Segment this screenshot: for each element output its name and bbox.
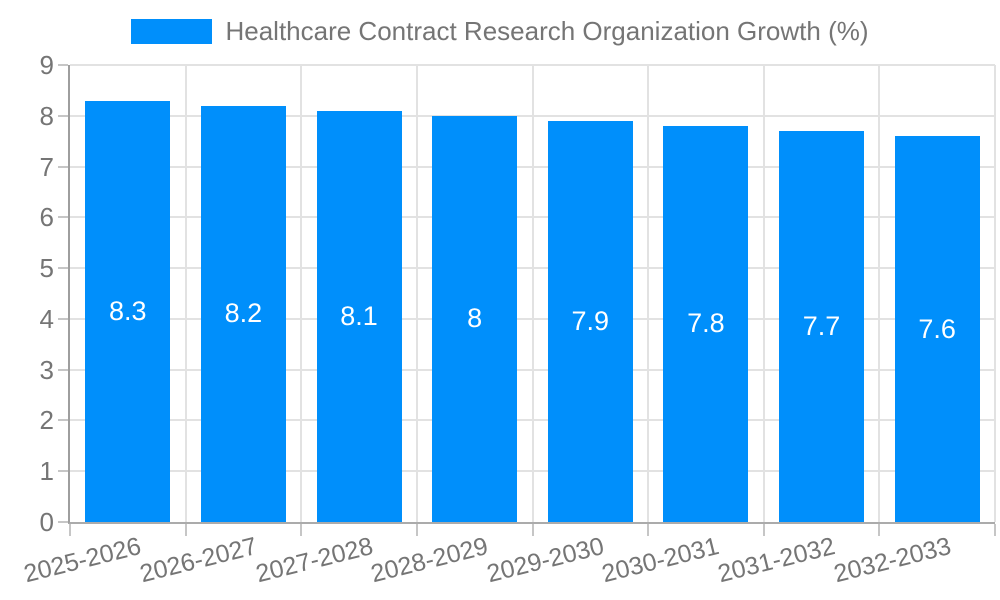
x-axis-tick (531, 524, 534, 536)
bar-2032-2033[interactable]: 7.6 (894, 136, 980, 522)
vertical-gridline (878, 65, 881, 522)
bar-value-label: 7.7 (802, 311, 841, 341)
bar-value-label: 7.6 (918, 313, 956, 344)
y-axis-label: 1 (39, 456, 54, 487)
x-axis-label: 2030-2031 (599, 532, 723, 589)
vertical-gridline (415, 65, 418, 522)
y-axis-tick (58, 470, 68, 473)
y-axis-tick (58, 64, 68, 66)
vertical-gridline (762, 65, 765, 522)
y-axis-tick (58, 216, 68, 219)
legend-item[interactable]: Healthcare Contract Research Organizatio… (0, 16, 1000, 47)
y-axis-label: 9 (39, 50, 54, 80)
x-axis-label: 2028-2029 (368, 532, 491, 589)
vertical-gridline (994, 65, 996, 522)
y-axis-tick (58, 521, 68, 523)
bar-value-label: 7.8 (687, 308, 725, 339)
y-axis-tick (58, 419, 68, 422)
y-axis-label: 4 (39, 303, 54, 334)
bar-value-label: 8.2 (224, 298, 263, 329)
bar-2031-2032[interactable]: 7.7 (779, 131, 865, 522)
bar-value-label: 8.1 (340, 300, 378, 331)
vertical-gridline (647, 65, 650, 522)
x-axis-label: 2025-2026 (21, 532, 145, 589)
x-axis-label: 2027-2028 (252, 532, 376, 589)
y-axis-label: 8 (39, 100, 54, 131)
legend-swatch (131, 19, 213, 44)
y-axis-label: 6 (39, 202, 54, 233)
x-axis-label: 2026-2027 (136, 532, 260, 589)
bar-2026-2027[interactable]: 8.2 (200, 105, 286, 522)
y-axis-label: 0 (39, 507, 54, 537)
bar-2028-2029[interactable]: 8 (432, 115, 518, 522)
plot-area: 0 1 2 3 4 5 6 7 8 9 8.3 2025-2026 8.2 2026-2027 8.1 202… (21, 52, 996, 588)
y-axis-tick (58, 165, 68, 168)
y-axis-label: 2 (39, 405, 54, 436)
y-axis-label: 7 (39, 151, 54, 182)
x-axis-label: 2032-2033 (830, 532, 954, 589)
legend-label: Healthcare Contract Research Organizatio… (225, 16, 869, 46)
x-axis-tick (647, 524, 650, 536)
x-axis-label: 2031-2032 (715, 532, 838, 589)
bar-value-label: 7.9 (571, 305, 610, 336)
y-axis-tick (58, 267, 68, 270)
vertical-gridline (531, 65, 534, 522)
bar-2029-2030[interactable]: 7.9 (547, 120, 633, 522)
bar-value-label: 8 (467, 303, 483, 334)
bar-2025-2026[interactable]: 8.3 (85, 100, 171, 522)
vertical-gridline (184, 65, 187, 522)
bar-2027-2028[interactable]: 8.1 (316, 110, 402, 522)
bar-value-label: 8.3 (109, 295, 147, 326)
x-axis-label: 2029-2030 (483, 532, 607, 589)
y-axis-tick (58, 368, 68, 371)
y-axis-label: 3 (39, 354, 54, 385)
x-axis-tick (69, 524, 71, 536)
x-axis-tick (184, 524, 187, 536)
x-axis-tick (762, 524, 765, 536)
y-axis-label: 5 (39, 253, 54, 284)
x-axis-tick (300, 524, 303, 536)
bar-2030-2031[interactable]: 7.8 (663, 125, 749, 522)
x-axis-tick (994, 524, 996, 536)
x-axis-tick (878, 524, 881, 536)
y-axis-tick (58, 317, 68, 320)
vertical-gridline (300, 65, 303, 522)
y-axis-tick (58, 114, 68, 117)
x-axis-tick (415, 524, 418, 536)
